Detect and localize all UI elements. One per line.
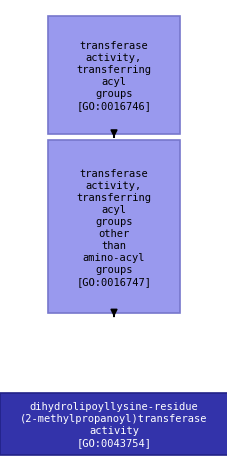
FancyBboxPatch shape xyxy=(48,17,179,134)
Text: dihydrolipoyllysine-residue
(2-methylpropanoyl)transferase
activity
[GO:0043754]: dihydrolipoyllysine-residue (2-methylpro… xyxy=(20,401,207,447)
FancyBboxPatch shape xyxy=(48,141,179,313)
Text: transferase
activity,
transferring
acyl
groups
[GO:0016746]: transferase activity, transferring acyl … xyxy=(76,41,151,111)
Text: transferase
activity,
transferring
acyl
groups
other
than
amino-acyl
groups
[GO:: transferase activity, transferring acyl … xyxy=(76,168,151,286)
FancyBboxPatch shape xyxy=(0,393,227,455)
